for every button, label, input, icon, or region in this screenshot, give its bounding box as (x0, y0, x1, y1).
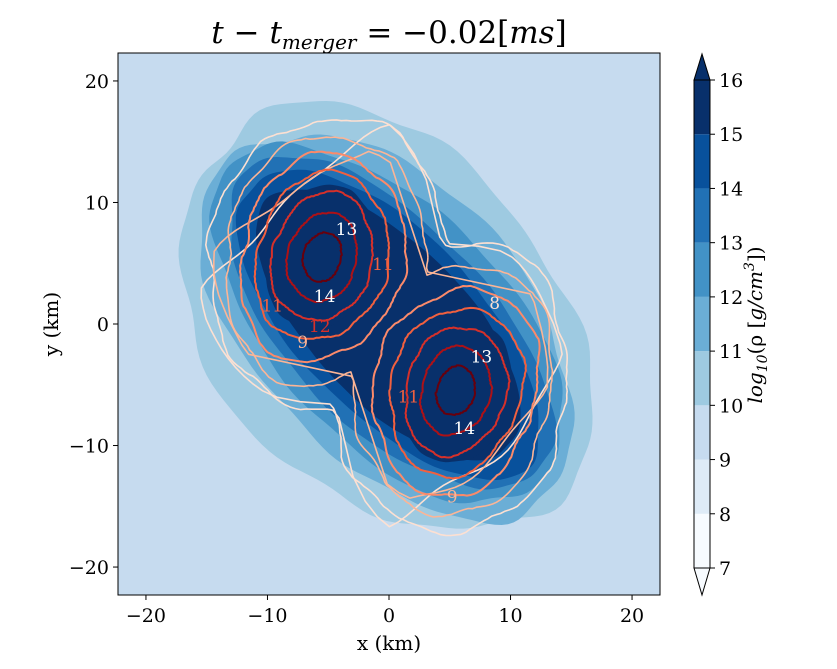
colorbar-tick-label: 13 (719, 233, 743, 255)
colorbar-tick-label: 12 (719, 287, 743, 309)
contour-label-11: 11 (261, 297, 283, 317)
y-tick-label: −10 (69, 436, 109, 458)
y-tick-label: 10 (85, 192, 109, 214)
colorbar-tick-label: 11 (719, 341, 743, 363)
y-tick-label: 0 (97, 314, 109, 336)
density-core-2 (397, 318, 512, 463)
density-contour-lines (200, 119, 569, 537)
density-core-1 (265, 184, 381, 329)
x-tick-label: −20 (126, 605, 166, 627)
colorbar-segment (694, 513, 710, 568)
colorbar-segment (694, 80, 710, 135)
contour-line-13-star-1 (285, 211, 359, 304)
x-tick-label: −10 (247, 605, 287, 627)
x-tick-label: 20 (620, 605, 644, 627)
colorbar-segment (694, 296, 710, 352)
colorbar: 7 8 9 10 11 12 13 14 15 16 (693, 52, 743, 597)
contour-label-11: 11 (372, 255, 394, 275)
colorbar-extend-max (693, 52, 711, 81)
contour-line-12-star-2 (404, 326, 511, 459)
contour-line-14-star-2 (434, 364, 477, 416)
contour-label-13: 13 (471, 348, 493, 368)
chart-title: t − tmerger = −0.02[ms] (211, 15, 566, 54)
colorbar-segment (694, 459, 710, 514)
contour-label-11: 11 (398, 388, 420, 408)
x-axis: −20 −10 0 10 20 (126, 595, 644, 627)
contour-line-13-star-2 (418, 344, 494, 437)
contour-line-9-star-1 (225, 136, 549, 499)
contour-label-9: 9 (297, 333, 308, 353)
contour-line-9-star-2 (213, 150, 554, 518)
plot-area: 14 14 13 13 12 11 11 11 9 9 8 (118, 53, 660, 595)
y-tick-label: 20 (85, 71, 109, 93)
contour-line-10-star-2 (370, 284, 541, 497)
contour-label-8: 8 (489, 294, 500, 314)
colorbar-segment (694, 405, 710, 460)
contour-line-14-star-1 (301, 231, 343, 283)
colorbar-segment (694, 134, 710, 189)
colorbar-extend-min (693, 567, 711, 597)
colorbar-segment (694, 351, 710, 406)
colorbar-tick-label: 8 (719, 504, 731, 526)
y-axis: −20 −10 0 10 20 (69, 71, 118, 579)
colorbar-tick-label: 15 (719, 124, 743, 146)
contour-line-11-star-2 (388, 306, 527, 480)
colorbar-segment (694, 242, 710, 297)
contour-label-13: 13 (336, 220, 358, 240)
colorbar-segment (694, 188, 710, 243)
contour-label-12: 12 (309, 317, 331, 337)
x-tick-label: 0 (383, 605, 395, 627)
y-tick-label: −20 (69, 557, 109, 579)
contour-line-11-star-1 (253, 168, 391, 340)
colorbar-tick-label: 10 (719, 395, 743, 417)
contour-label-14: 14 (314, 287, 336, 307)
contour-label-14: 14 (453, 419, 475, 439)
contour-line-8-star-2 (200, 123, 569, 537)
colorbar-label: log10(ρ [g/cm3]) (742, 246, 771, 403)
contour-line-10-star-1 (239, 150, 409, 364)
y-axis-label: y (km) (39, 292, 63, 357)
colorbar-frame (693, 79, 711, 569)
contour-labels: 14 14 13 13 12 11 11 11 9 9 8 (261, 220, 500, 507)
contour-line-12-star-1 (269, 189, 374, 322)
colorbar-tick-label: 7 (719, 558, 731, 580)
colorbar-tick-label: 9 (719, 450, 731, 472)
colorbar-tick-label: 16 (719, 70, 743, 92)
x-tick-label: 10 (498, 605, 522, 627)
x-axis-label: x (km) (357, 631, 421, 655)
colorbar-tick-label: 14 (719, 178, 743, 200)
contour-label-9: 9 (447, 487, 458, 507)
